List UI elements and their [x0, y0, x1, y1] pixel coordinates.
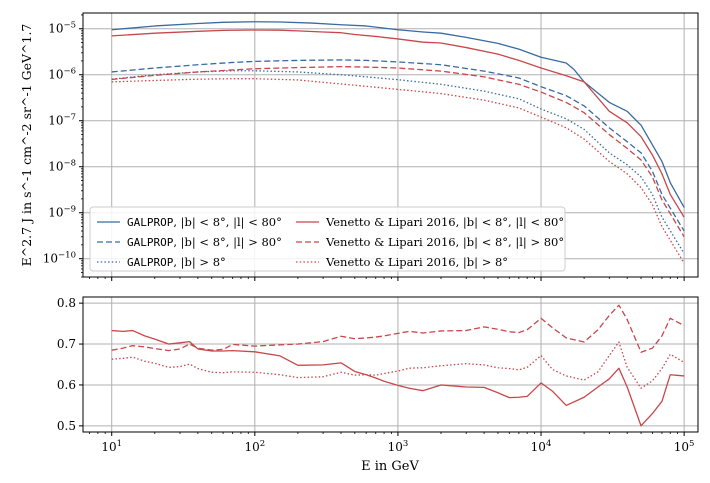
legend-label-4: Venetto & Lipari 2016, |b| < 8°, |l| > 8… — [325, 235, 564, 250]
bottom-y-tick-label: 0.6 — [57, 378, 76, 392]
x-axis-label: E in GeV — [361, 459, 419, 474]
top-y-tick-label: 10−9 — [48, 205, 76, 220]
bottom-x-tick-label: 104 — [531, 439, 552, 454]
top-y-tick-label: 10−8 — [48, 159, 76, 174]
bottom-series-line-2 — [111, 341, 685, 389]
bottom-ticks: 101 102 103 104 105 0.5 0.6 0.7 0.8 — [57, 296, 695, 454]
bottom-y-tick-label: 0.5 — [57, 419, 76, 433]
bottom-x-tick-label: 105 — [674, 439, 695, 454]
legend-label-5: Venetto & Lipari 2016, |b| > 8° — [325, 255, 508, 270]
bottom-series-line-1 — [111, 304, 685, 353]
legend-box — [89, 206, 566, 272]
bottom-axes-frame — [82, 296, 699, 433]
bottom-x-tick-label: 102 — [244, 439, 265, 454]
top-y-axis-label: E^2.7 J in s^-1 cm^-2 sr^-1 GeV^1.7 — [19, 24, 34, 267]
top-series-line-1 — [111, 59, 685, 232]
bottom-series-line-0 — [111, 329, 685, 427]
top-y-tick-label: 10−6 — [48, 67, 76, 82]
top-series-line-4 — [111, 65, 685, 238]
legend-label-3: Venetto & Lipari 2016, |b| < 8°, |l| < 8… — [325, 215, 564, 230]
top-series-line-3 — [111, 29, 685, 218]
bottom-x-tick-label: 103 — [388, 439, 409, 454]
bottom-y-tick-label: 0.7 — [57, 337, 76, 351]
top-series — [111, 21, 685, 264]
bottom-grid — [83, 297, 698, 432]
legend: GALPROP, |b| < 8°, |l| < 80° GALPROP, |b|… — [89, 206, 566, 272]
top-y-tick-label: 10−10 — [43, 251, 76, 266]
bottom-y-tick-label: 0.8 — [57, 296, 76, 310]
legend-label-0: GALPROP, |b| < 8°, |l| < 80° — [127, 215, 282, 230]
legend-label-2: GALPROP, |b| > 8° — [127, 255, 226, 270]
top-y-tick-label: 10−5 — [48, 21, 76, 36]
legend-label-1: GALPROP, |b| < 8°, |l| > 80° — [127, 235, 282, 250]
top-y-tick-label: 10−7 — [48, 113, 76, 128]
top-series-line-2 — [111, 70, 685, 254]
top-ticks: 10−10 10−9 10−8 10−7 10−6 10−5 — [43, 14, 685, 281]
bottom-series — [111, 304, 685, 427]
top-series-line-0 — [111, 21, 685, 208]
bottom-x-tick-label: 101 — [101, 439, 122, 454]
